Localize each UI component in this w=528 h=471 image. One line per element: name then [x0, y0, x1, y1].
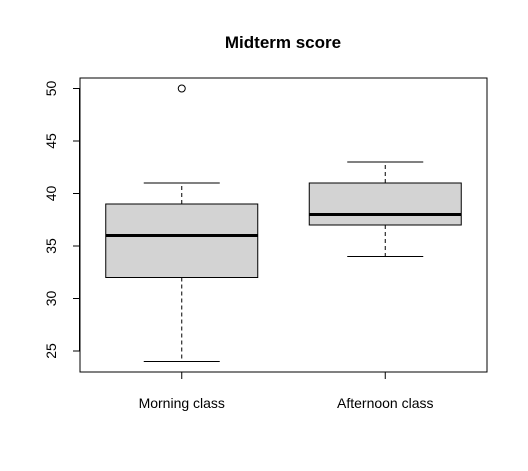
y-tick-label: 45 [43, 133, 59, 149]
y-tick-label: 40 [43, 186, 59, 202]
y-axis: 25 30 35 40 45 50 [43, 81, 80, 359]
boxes [105, 84, 462, 362]
y-tick-label: 25 [43, 343, 59, 359]
box-group [105, 84, 259, 362]
x-tick-label: Afternoon class [337, 395, 434, 411]
chart-title: Midterm score [225, 33, 341, 52]
box-group [308, 161, 462, 257]
y-tick-label: 35 [43, 238, 59, 254]
y-tick-label: 50 [43, 81, 59, 97]
y-tick-label: 30 [43, 291, 59, 307]
x-tick-label: Morning class [139, 395, 225, 411]
iqr-box [105, 203, 259, 278]
iqr-box [308, 182, 462, 226]
outlier-point [177, 84, 186, 93]
x-axis: Morning class Afternoon class [139, 371, 434, 411]
